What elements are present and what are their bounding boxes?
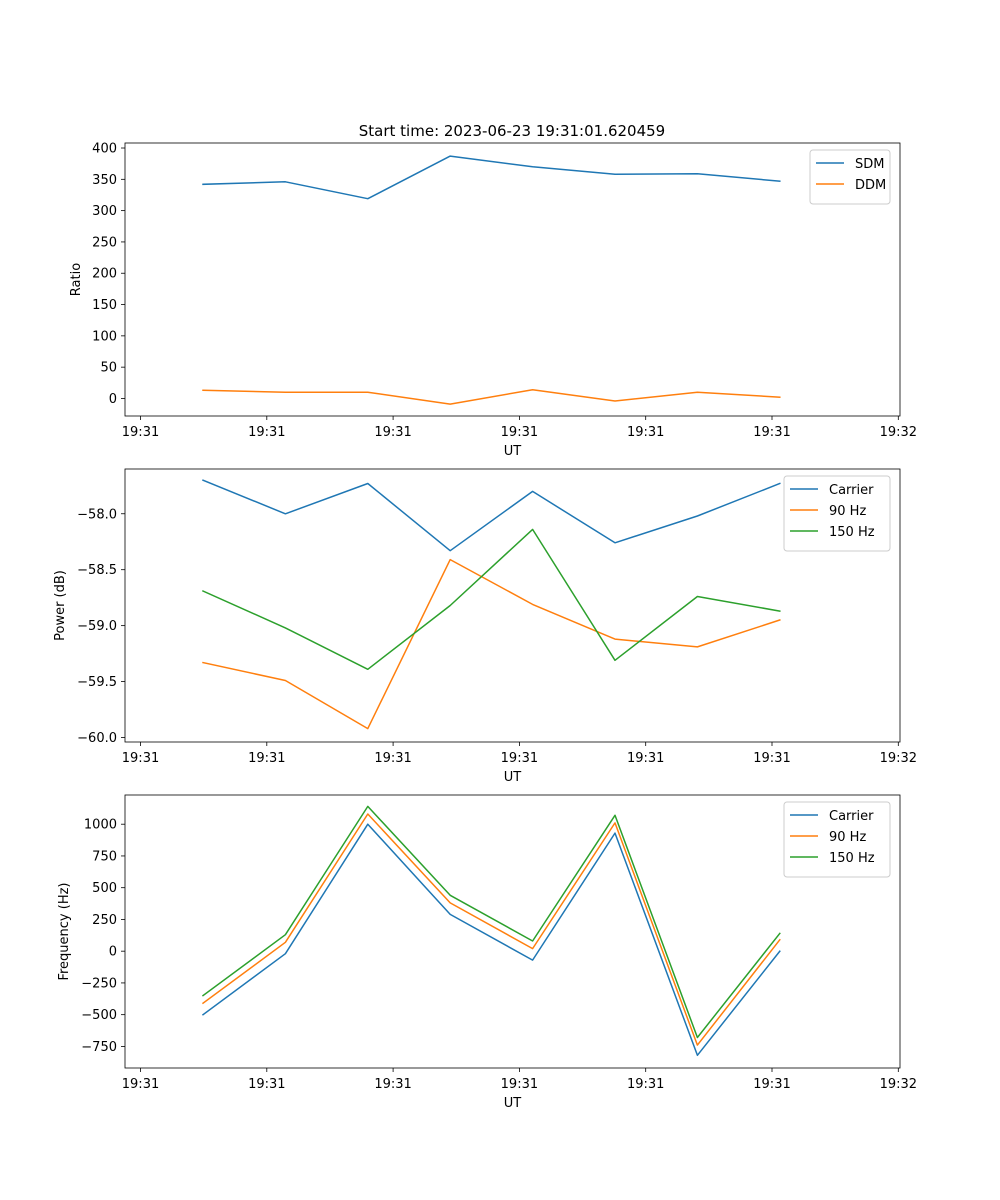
y-tick-label: −500 [81,1008,117,1023]
x-tick-label: 19:31 [627,425,664,440]
x-tick-label: 19:31 [627,751,664,766]
x-tick-label: 19:31 [248,425,285,440]
series-line-carrier [202,479,781,552]
x-tick-label: 19:32 [880,425,917,440]
y-tick-label: 1000 [84,818,117,833]
y-tick-label: 50 [100,361,117,376]
legend-label: Carrier [829,809,874,824]
x-tick-label: 19:31 [122,1077,159,1092]
y-tick-label: 500 [92,881,117,896]
y-tick-label: 250 [92,235,117,250]
legend-box [783,801,891,878]
y-axis-label: Ratio [69,263,84,296]
x-tick-label: 19:31 [753,425,790,440]
y-tick-label: −750 [81,1040,117,1055]
figure-title: Start time: 2023-06-23 19:31:01.620459 [359,122,665,140]
y-tick-label: 200 [92,267,117,282]
series-line-carrier [201,823,781,1057]
y-tick-label: −58.0 [77,507,117,522]
legend: SDM DDM [809,149,891,205]
legend: Carrier 90 Hz 150 Hz [783,801,891,878]
y-tick-label: 100 [92,329,117,344]
x-tick-label: 19:31 [122,751,159,766]
axes-frame [124,468,901,743]
y-tick-label: 350 [92,173,117,188]
y-tick-label: 750 [92,849,117,864]
y-tick-label: −59.0 [77,619,117,634]
x-tick-label: 19:31 [501,751,538,766]
x-tick-label: 19:32 [880,1077,917,1092]
y-tick-label: 0 [109,945,117,960]
legend-label: Carrier [829,483,874,498]
subplot-1: 0 50 100 150 200 250 300 350 400 19:31 19:31 19:31 1… [69,142,917,459]
y-tick-label: −59.5 [77,675,117,690]
series-line-150-hz [201,805,781,1039]
legend-label: 150 Hz [829,851,875,866]
x-axis-label: UT [504,1096,522,1111]
x-axis-label: UT [504,770,522,785]
x-tick-label: 19:31 [248,751,285,766]
x-tick-label: 19:31 [753,1077,790,1092]
y-tick-label: −58.5 [77,563,117,578]
x-axis-label: UT [504,444,522,459]
series-line-150-hz [202,528,781,671]
series-line-sdm [202,155,781,200]
series-line-ddm [202,388,781,405]
y-axis-label: Power (dB) [53,570,68,641]
series-line-90-hz [201,813,781,1046]
x-tick-label: 19:31 [753,751,790,766]
legend-label: 90 Hz [829,504,866,519]
subplot-2: −60.0 −59.5 −59.0 −58.5 −58.0 19:31 19:31 19:31… [53,468,917,785]
x-tick-label: 19:31 [374,425,411,440]
series-line-90-hz [202,558,781,730]
axes-frame [124,794,901,1069]
legend-label: 90 Hz [829,830,866,845]
x-tick-label: 19:31 [248,1077,285,1092]
x-tick-label: 19:31 [501,425,538,440]
legend: Carrier 90 Hz 150 Hz [783,475,891,552]
x-tick-label: 19:31 [122,425,159,440]
subplot-3: −750 −500 −250 0 250 500 750 1000 19:31 19:31 19:3… [57,794,917,1111]
x-tick-label: 19:31 [374,751,411,766]
x-tick-label: 19:31 [374,1077,411,1092]
legend-label: DDM [855,178,886,193]
y-tick-label: −60.0 [77,731,117,746]
axes-frame [124,142,901,417]
legend-label: 150 Hz [829,525,875,540]
y-tick-label: 300 [92,204,117,219]
x-tick-label: 19:32 [880,751,917,766]
y-tick-label: 0 [109,392,117,407]
y-tick-label: 250 [92,913,117,928]
x-tick-label: 19:31 [501,1077,538,1092]
legend-label: SDM [855,157,884,172]
x-tick-label: 19:31 [627,1077,664,1092]
y-axis-label: Frequency (Hz) [57,882,72,980]
legend-box [783,475,891,552]
y-tick-label: 150 [92,298,117,313]
subplot-panels: 0 50 100 150 200 250 300 350 400 19:31 19:31 19:31 1… [53,142,917,1111]
y-tick-label: −250 [81,976,117,991]
y-tick-label: 400 [92,142,117,157]
